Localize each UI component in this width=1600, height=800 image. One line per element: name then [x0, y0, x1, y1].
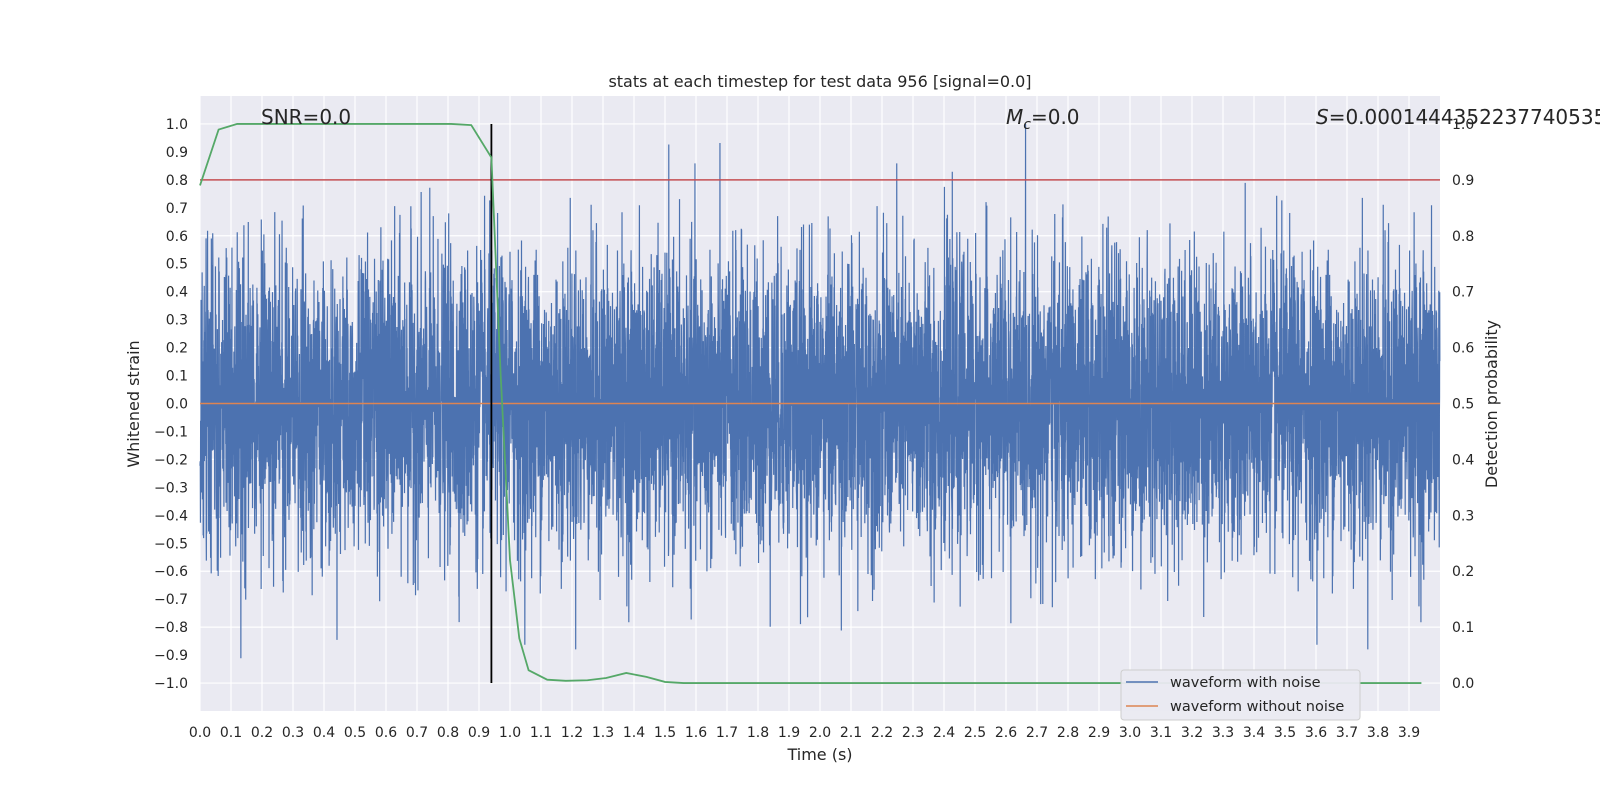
y-tick-label: −0.1: [154, 424, 188, 440]
y-tick-label: 0.5: [166, 257, 188, 273]
x-tick-label: 1.4: [623, 725, 645, 741]
mc-value: =0.0: [1031, 105, 1080, 129]
y-tick-label: −0.9: [154, 648, 188, 664]
y2-tick-label: 0.1: [1452, 620, 1474, 636]
legend: waveform with noise waveform without noi…: [1120, 669, 1361, 721]
mc-subscript: c: [1023, 117, 1031, 133]
x-tick-label: 2.6: [995, 725, 1017, 741]
legend-entry-noise: waveform with noise: [1170, 675, 1321, 691]
mc-annotation: Mc=0.0: [1006, 105, 1080, 133]
x-tick-label: 0.0: [189, 725, 211, 741]
legend-box: [1120, 669, 1361, 721]
y2-tick-labels: 1.0 0.9 0.8 0.7 0.6 0.5 0.4 0.3 0.2 0.1 0.0: [1452, 117, 1474, 692]
mc-symbol: M: [1006, 105, 1023, 129]
x-tick-label: 0.1: [220, 725, 242, 741]
x-tick-label: 0.3: [282, 725, 304, 741]
x-tick-label: 3.0: [1119, 725, 1141, 741]
x-tick-label: 1.7: [716, 725, 738, 741]
y2-tick-label: 0.2: [1452, 564, 1474, 580]
y-tick-label: 0.8: [166, 173, 188, 189]
legend-entry-clean: waveform without noise: [1170, 699, 1344, 715]
x-tick-label: 2.2: [871, 725, 893, 741]
y-tick-label: 0.2: [166, 341, 188, 357]
x-tick-label: 1.1: [530, 725, 552, 741]
s-value: =0.00014443522377405357: [1329, 105, 1600, 129]
y-tick-label: −0.8: [154, 620, 188, 636]
x-tick-label: 2.5: [964, 725, 986, 741]
x-tick-label: 3.7: [1336, 725, 1358, 741]
x-tick-label: 0.2: [251, 725, 273, 741]
y-tick-label: 1.0: [166, 117, 188, 133]
x-tick-label: 0.5: [344, 725, 366, 741]
x-tick-label: 2.9: [1088, 725, 1110, 741]
x-tick-label: 3.3: [1212, 725, 1234, 741]
y-tick-label: 0.9: [166, 145, 188, 161]
y2-tick-label: 0.8: [1452, 229, 1474, 245]
y-tick-label: −0.6: [154, 564, 188, 580]
snr-value: 0.0: [319, 105, 351, 129]
y2-tick-label: 0.6: [1452, 341, 1474, 357]
y-tick-label: 0.6: [166, 229, 188, 245]
y2-tick-label: 0.5: [1452, 397, 1474, 413]
x-tick-label: 3.4: [1243, 725, 1265, 741]
x-tick-label: 1.3: [592, 725, 614, 741]
x-tick-label: 2.0: [809, 725, 831, 741]
x-tick-label: 0.7: [406, 725, 428, 741]
y2-tick-label: 0.3: [1452, 508, 1474, 524]
x-tick-label: 1.2: [561, 725, 583, 741]
chart-title: stats at each timestep for test data 956…: [608, 72, 1031, 91]
x-tick-label: 0.8: [437, 725, 459, 741]
x-tick-label: 1.6: [685, 725, 707, 741]
noise-series: [199, 123, 1441, 659]
snr-prefix: SNR=: [261, 105, 319, 129]
y2-tick-label: 0.4: [1452, 452, 1474, 468]
y-tick-label: −0.7: [154, 592, 188, 608]
y-tick-labels: 1.0 0.9 0.8 0.7 0.6 0.5 0.4 0.3 0.2 0.1 0.0 −0.1 −0.…: [154, 117, 188, 692]
s-annotation: S=0.00014443522377405357: [1316, 105, 1600, 129]
y-tick-label: 0.4: [166, 285, 188, 301]
x-tick-label: 3.9: [1398, 725, 1420, 741]
y-tick-label: 0.3: [166, 313, 188, 329]
x-tick-label: 2.3: [902, 725, 924, 741]
y2-tick-label: 1.0: [1452, 117, 1474, 133]
y-tick-label: −0.5: [154, 536, 188, 552]
x-tick-label: 2.1: [840, 725, 862, 741]
x-tick-label: 1.0: [499, 725, 521, 741]
x-tick-label: 3.2: [1181, 725, 1203, 741]
y-tick-label: −0.3: [154, 480, 188, 496]
x-tick-label: 0.4: [313, 725, 335, 741]
y2-tick-label: 0.7: [1452, 285, 1474, 301]
s-symbol: S: [1316, 105, 1329, 129]
y2-tick-label: 0.9: [1452, 173, 1474, 189]
x-tick-label: 2.7: [1026, 725, 1048, 741]
y-tick-label: 0.0: [166, 397, 188, 413]
x-tick-label: 2.4: [933, 725, 955, 741]
y2-tick-label: 0.0: [1452, 676, 1474, 692]
x-tick-label: 3.1: [1150, 725, 1172, 741]
x-tick-label: 3.5: [1274, 725, 1296, 741]
x-tick-label: 2.8: [1057, 725, 1079, 741]
y-tick-label: −0.4: [154, 508, 188, 524]
x-tick-label: 1.9: [778, 725, 800, 741]
x-tick-label: 1.5: [654, 725, 676, 741]
x-tick-label: 0.6: [375, 725, 397, 741]
x-axis-label: Time (s): [786, 745, 852, 764]
y-axis-label: Whitened strain: [124, 340, 143, 467]
probability-series-line: [199, 123, 1422, 684]
x-tick-labels: 0.0 0.1 0.2 0.3 0.4 0.5 0.6 0.7 0.8 0.9 1.0 1.1 1.2 1…: [189, 725, 1420, 741]
x-tick-label: 0.9: [468, 725, 490, 741]
y2-axis-label: Detection probability: [1482, 320, 1501, 488]
x-tick-label: 3.6: [1305, 725, 1327, 741]
x-tick-label: 3.8: [1367, 725, 1389, 741]
snr-annotation: SNR=0.0: [261, 105, 351, 129]
y-tick-label: 0.1: [166, 369, 188, 385]
x-tick-label: 1.8: [747, 725, 769, 741]
y-tick-label: −1.0: [154, 676, 188, 692]
noise-series-path: [199, 123, 1441, 659]
y-tick-label: −0.2: [154, 452, 188, 468]
y-tick-label: 0.7: [166, 201, 188, 217]
